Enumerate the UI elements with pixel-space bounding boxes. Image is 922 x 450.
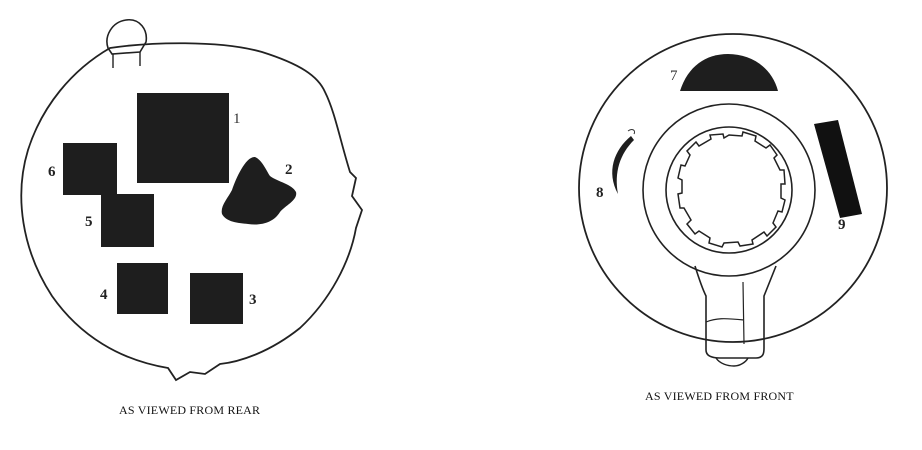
rear-region-1 [137,93,229,183]
front-lower-tab [694,265,777,359]
rear-label-1: 1 [233,111,241,127]
front-bore-outer-ring [642,103,816,277]
rear-region-2 [221,156,297,225]
front-lower-tab-foot [715,357,749,367]
front-region-8 [612,136,634,194]
rear-label-3: 3 [249,292,257,308]
front-label-8: 8 [596,185,604,201]
front-housing-outline [578,33,888,343]
rear-top-knob-base [112,52,141,68]
rear-label-4: 4 [100,287,108,303]
front-label-7: 7 [670,68,678,84]
rear-region-5 [101,194,154,247]
front-region-7 [680,54,778,91]
front-label-9: 9 [838,217,846,233]
rear-region-4 [117,263,168,314]
rear-label-2: 2 [285,162,293,178]
rear-view-caption: AS VIEWED FROM REAR [119,403,261,417]
rear-view-diagram: 1 2 3 4 5 6 [20,19,363,382]
rear-top-knob [106,19,148,55]
front-lower-tab-inner [705,281,745,345]
front-region-9 [814,120,862,218]
front-view-diagram: 7 8 9 [578,33,888,367]
rear-region-3 [190,273,243,324]
front-view-caption: AS VIEWED FROM FRONT [645,389,794,403]
rear-region-6 [63,143,117,195]
front-splined-bore [677,131,786,248]
rear-label-5: 5 [85,214,93,230]
rear-label-6: 6 [48,164,56,180]
front-region-8-tick [627,129,635,135]
front-bore-inner-ring [665,126,793,254]
rear-housing-outline [20,42,363,382]
